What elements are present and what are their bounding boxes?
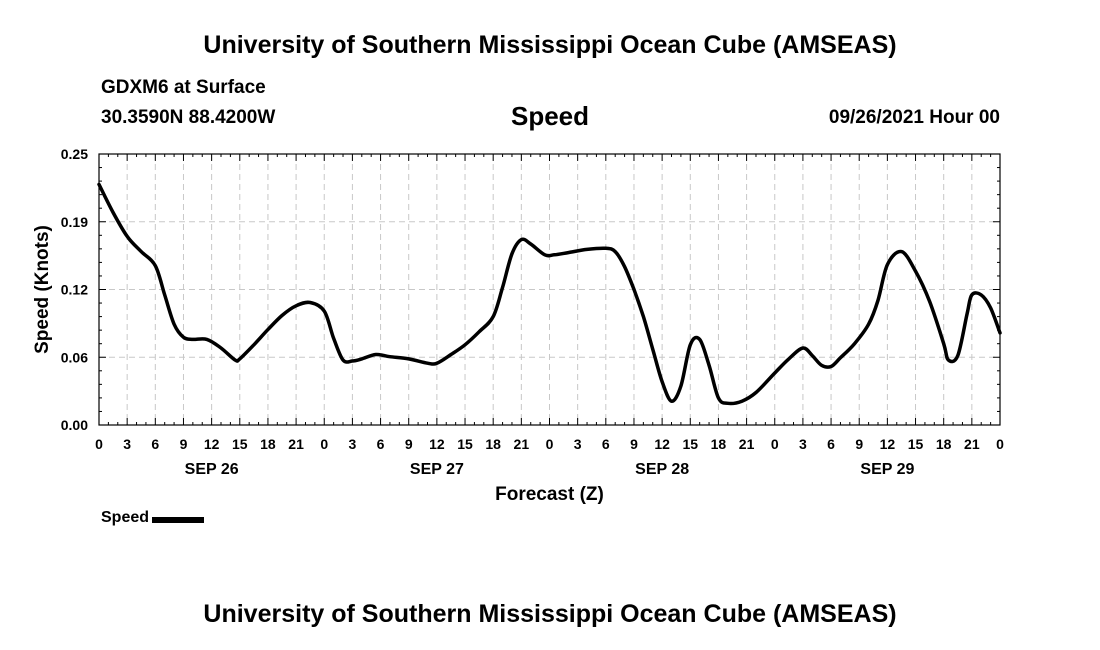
x-tick-label: 12 <box>204 436 220 452</box>
x-tick-label: 3 <box>799 436 807 452</box>
date-label: SEP 28 <box>635 461 689 478</box>
y-axis-label: Speed (Knots) <box>32 225 53 354</box>
x-tick-label: 3 <box>349 436 357 452</box>
x-tick-label: 21 <box>739 436 755 452</box>
x-tick-label: 6 <box>602 436 610 452</box>
footer-title: University of Southern Mississippi Ocean… <box>203 600 897 628</box>
run-time: 09/26/2021 Hour 00 <box>828 107 1000 128</box>
chart-title: Speed <box>510 101 590 131</box>
station-coordinates: 30.3590N 88.4200W <box>101 107 276 128</box>
x-tick-label: 3 <box>574 436 582 452</box>
x-tick-label: 0 <box>996 436 1004 452</box>
legend-swatch <box>152 516 205 523</box>
x-tick-label: 12 <box>429 436 445 452</box>
axis-ticks <box>98 153 1001 426</box>
y-tick-label: 0.25 <box>61 146 88 162</box>
date-label: SEP 27 <box>410 461 464 478</box>
x-tick-label: 6 <box>827 436 835 452</box>
date-label: SEP 26 <box>185 461 239 478</box>
x-tick-label: 21 <box>964 436 980 452</box>
x-tick-label: 18 <box>936 436 952 452</box>
series-layer <box>97 182 1002 406</box>
page-title: University of Southern Mississippi Ocean… <box>203 31 897 59</box>
x-tick-label: 6 <box>151 436 159 452</box>
x-tick-label: 0 <box>95 436 103 452</box>
x-tick-label: 21 <box>288 436 304 452</box>
x-tick-label: 9 <box>180 436 188 452</box>
x-tick-label: 0 <box>546 436 554 452</box>
x-tick-label: 18 <box>485 436 501 452</box>
x-tick-label: 15 <box>457 436 473 452</box>
x-tick-label: 9 <box>855 436 863 452</box>
x-tick-label: 9 <box>630 436 638 452</box>
y-tick-label: 0.12 <box>61 282 88 298</box>
speed-series-line <box>97 182 1002 406</box>
x-tick-label: 3 <box>123 436 131 452</box>
legend: Speed <box>101 509 205 527</box>
x-tick-label: 15 <box>232 436 248 452</box>
x-tick-label: 18 <box>260 436 276 452</box>
x-tick-label: 12 <box>880 436 896 452</box>
x-tick-label: 0 <box>320 436 328 452</box>
x-tick-label: 18 <box>711 436 727 452</box>
grid-lines <box>99 154 1000 425</box>
y-tick-label: 0.00 <box>61 417 88 433</box>
x-tick-label: 6 <box>377 436 385 452</box>
x-tick-label: 9 <box>405 436 413 452</box>
y-tick-label: 0.19 <box>61 214 88 230</box>
x-axis-label: Forecast (Z) <box>495 484 604 505</box>
legend-label: Speed <box>101 509 150 526</box>
station-location: GDXM6 at Surface <box>101 77 266 98</box>
x-tick-label: 12 <box>654 436 670 452</box>
x-tick-label: 0 <box>771 436 779 452</box>
x-tick-label: 15 <box>908 436 924 452</box>
x-tick-label: 21 <box>514 436 530 452</box>
date-label: SEP 29 <box>860 461 914 478</box>
x-tick-label: 15 <box>682 436 698 452</box>
y-tick-label: 0.06 <box>61 349 88 365</box>
tick-labels: 0 3 6 9 12 15 18 21 0 3 6 9 12 15 18 21 0 3 6 9 12 15 18 21 0 3 6 9… <box>61 146 1004 478</box>
